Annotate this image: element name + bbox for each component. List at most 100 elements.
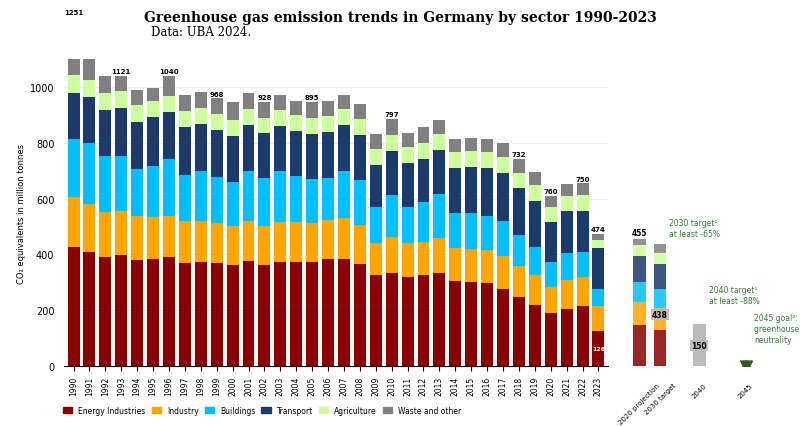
Bar [290,132,302,177]
Bar [115,109,127,156]
Bar [163,216,175,258]
Bar [322,178,334,220]
Bar [654,265,666,289]
Bar [450,282,462,366]
Bar [115,255,127,366]
Text: 1121: 1121 [111,69,131,75]
Bar [147,89,159,101]
Bar [83,81,95,98]
Bar [210,264,222,366]
Bar [67,76,79,94]
Bar [195,109,206,125]
Bar [529,186,541,201]
Bar [290,102,302,116]
Bar [115,156,127,211]
Bar [577,196,589,211]
Text: Data: UBA 2024.: Data: UBA 2024. [136,26,251,38]
Bar [545,196,557,208]
Bar [306,179,318,223]
Bar [258,103,270,118]
Bar [497,174,509,221]
Text: 928: 928 [257,95,272,101]
Text: Greenhouse gas emission trends in Germany by sector 1990-2023: Greenhouse gas emission trends in German… [143,11,657,25]
Bar [654,244,666,254]
Bar [402,148,414,164]
Bar [210,131,222,177]
Bar [195,263,206,366]
Bar [354,136,366,181]
Bar [131,123,143,170]
Bar [593,241,605,249]
Bar [99,212,111,258]
Bar [99,258,111,366]
Bar [513,189,525,235]
Bar [179,263,191,366]
Bar [210,177,222,223]
Bar [322,132,334,178]
Bar [242,261,254,366]
Bar [633,303,646,325]
Bar [481,283,493,366]
Text: 2030 target: 2030 target [643,382,677,415]
Bar [131,170,143,217]
Bar [466,138,477,152]
Bar [306,119,318,135]
Text: 455: 455 [631,228,647,237]
Bar [593,331,605,366]
Bar [577,184,589,196]
Bar [322,117,334,132]
Bar [450,169,462,213]
Bar [163,76,175,96]
Bar [513,159,525,173]
Text: 797: 797 [384,112,399,118]
Bar [147,260,159,366]
Bar [242,126,254,172]
Bar [338,218,350,259]
Bar [434,150,446,195]
Text: 1251: 1251 [64,10,83,16]
Bar [274,263,286,366]
Bar [654,254,666,265]
Bar [99,93,111,111]
Bar [226,226,238,266]
Bar [545,263,557,288]
Bar [67,198,79,248]
Bar [466,249,477,282]
Bar [466,168,477,214]
Bar [593,289,605,306]
Bar [99,76,111,93]
Bar [386,152,398,196]
Bar [242,110,254,126]
Bar [386,136,398,152]
Bar [274,172,286,223]
Text: 732: 732 [512,152,526,158]
Bar [258,118,270,134]
Bar [306,103,318,119]
Bar [402,133,414,148]
Bar [545,288,557,314]
Bar [83,54,95,81]
Bar [561,196,573,212]
Bar [115,92,127,109]
Bar [147,166,159,217]
Bar [226,266,238,366]
Bar [290,116,302,132]
Bar [593,234,605,241]
Text: 2045: 2045 [738,382,754,398]
Text: 2040 target¹
at least -88%: 2040 target¹ at least -88% [709,285,759,305]
Bar [354,120,366,136]
Bar [481,250,493,283]
Text: 2045 goal²:
greenhouse gas
neutrality: 2045 goal²: greenhouse gas neutrality [754,313,800,344]
Bar [210,223,222,264]
Bar [418,202,430,242]
Bar [529,173,541,186]
Bar [418,276,430,366]
Bar [545,208,557,223]
Text: 126: 126 [592,346,605,351]
Text: 438: 438 [652,311,668,320]
Bar [418,143,430,159]
Bar [402,164,414,208]
Bar [83,144,95,204]
Bar [497,221,509,257]
Bar [115,211,127,255]
